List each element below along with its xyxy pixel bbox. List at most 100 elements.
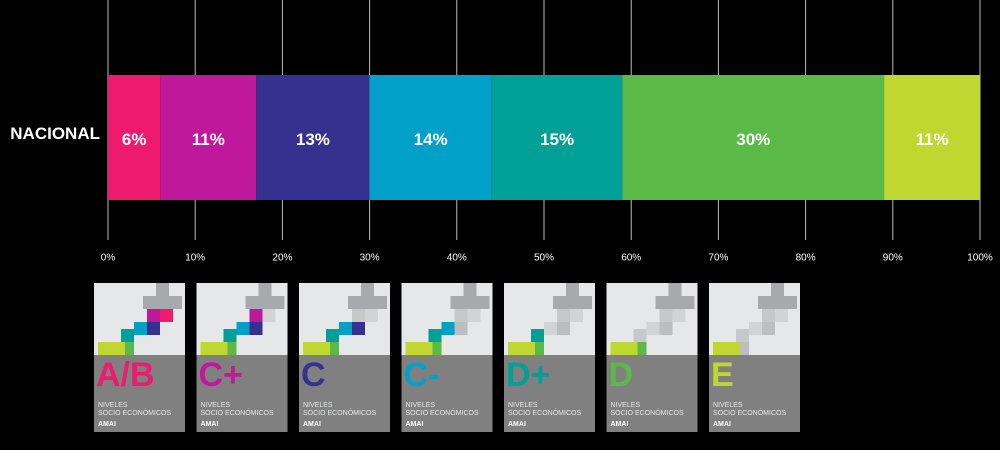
card-pixel bbox=[454, 309, 468, 322]
card-pixel bbox=[365, 309, 378, 322]
card-pixel bbox=[570, 309, 583, 322]
card-pixel bbox=[249, 322, 263, 335]
card-text: NIVELES bbox=[508, 402, 538, 409]
card-pixel bbox=[659, 309, 673, 322]
card-pixel bbox=[463, 296, 477, 309]
card-pixel bbox=[508, 342, 535, 355]
card-text: AMAI bbox=[303, 421, 321, 428]
bar-segment bbox=[884, 75, 980, 200]
card-text: SOCIO ECONÓMICOS bbox=[303, 408, 376, 417]
card-pixel bbox=[557, 322, 570, 335]
card-pixel bbox=[476, 296, 490, 309]
bar-segment bbox=[108, 75, 161, 200]
legend-label: C+ bbox=[199, 356, 243, 394]
x-tick-label: 90% bbox=[883, 253, 903, 264]
card-pixel bbox=[441, 322, 455, 335]
card-pixel bbox=[646, 322, 660, 335]
card-pixel bbox=[271, 296, 285, 309]
card-pixel bbox=[557, 309, 570, 322]
card-pixel bbox=[467, 309, 481, 322]
legend-label: C- bbox=[404, 356, 440, 394]
card-pixel bbox=[223, 329, 237, 342]
x-tick-label: 30% bbox=[360, 253, 380, 264]
card-pixel bbox=[361, 296, 374, 309]
card-pixel bbox=[668, 283, 682, 296]
category-label: NACIONAL bbox=[10, 124, 100, 143]
card-pixel bbox=[672, 309, 686, 322]
card-pixel bbox=[463, 283, 477, 296]
card-pixel bbox=[258, 283, 272, 296]
card-pixel bbox=[566, 283, 579, 296]
card-text: SOCIO ECONÓMICOS bbox=[201, 408, 274, 417]
card-text: SOCIO ECONÓMICOS bbox=[611, 408, 684, 417]
card-pixel bbox=[147, 309, 160, 322]
card-bottom bbox=[606, 355, 698, 432]
card-text: AMAI bbox=[713, 421, 731, 428]
card-bottom bbox=[401, 355, 493, 432]
card-pixel bbox=[713, 342, 740, 355]
card-pixel bbox=[374, 296, 387, 309]
card-pixel bbox=[758, 296, 771, 309]
card-pixel bbox=[655, 296, 669, 309]
card-pixel bbox=[249, 309, 263, 322]
card-text: SOCIO ECONÓMICOS bbox=[508, 408, 581, 417]
card-pixel bbox=[531, 329, 544, 342]
value-label: 30% bbox=[736, 130, 770, 149]
card-pixel bbox=[352, 309, 365, 322]
card-pixel bbox=[348, 296, 361, 309]
card-pixel bbox=[134, 322, 147, 335]
card-text: NIVELES bbox=[611, 402, 641, 409]
card-text: NIVELES bbox=[406, 402, 436, 409]
card-pixel bbox=[245, 296, 259, 309]
card-pixel bbox=[681, 296, 695, 309]
legend-label: C bbox=[301, 356, 326, 394]
card-pixel bbox=[762, 309, 775, 322]
x-tick-label: 10% bbox=[185, 253, 205, 264]
card-pixel bbox=[303, 342, 330, 355]
bar-segment bbox=[160, 75, 257, 200]
card-pixel bbox=[633, 329, 647, 342]
legend-label: E bbox=[711, 356, 734, 394]
card-pixel bbox=[566, 296, 579, 309]
card-pixel bbox=[200, 342, 228, 355]
card-pixel bbox=[361, 283, 374, 296]
card-pixel bbox=[668, 296, 682, 309]
x-tick-label: 0% bbox=[101, 253, 116, 264]
value-label: 11% bbox=[192, 130, 225, 149]
bar-segment bbox=[622, 75, 885, 200]
card-pixel bbox=[579, 296, 592, 309]
card-pixel bbox=[121, 329, 134, 342]
card-text: NIVELES bbox=[303, 402, 333, 409]
card-text: AMAI bbox=[508, 421, 526, 428]
value-label: 15% bbox=[540, 130, 574, 149]
card-pixel bbox=[454, 322, 468, 335]
card-pixel bbox=[160, 309, 173, 322]
card-text: AMAI bbox=[611, 421, 629, 428]
legend-label: D bbox=[609, 356, 634, 394]
card-pixel bbox=[147, 322, 160, 335]
card-pixel bbox=[771, 296, 784, 309]
card-pixel bbox=[143, 296, 156, 309]
bar-segment bbox=[256, 75, 370, 200]
card-bottom bbox=[504, 355, 595, 432]
value-label: 13% bbox=[296, 130, 330, 149]
card-text: SOCIO ECONÓMICOS bbox=[98, 408, 171, 417]
card-pixel bbox=[405, 342, 433, 355]
card-pixel bbox=[428, 329, 442, 342]
x-tick-label: 20% bbox=[272, 253, 292, 264]
card-pixel bbox=[749, 322, 762, 335]
card-pixel bbox=[156, 283, 169, 296]
x-tick-label: 70% bbox=[708, 253, 728, 264]
value-label: 6% bbox=[122, 130, 147, 149]
card-text: AMAI bbox=[98, 421, 116, 428]
card-text: NIVELES bbox=[98, 402, 128, 409]
card-pixel bbox=[775, 309, 788, 322]
card-text: NIVELES bbox=[201, 402, 231, 409]
card-text: AMAI bbox=[406, 421, 424, 428]
card-pixel bbox=[236, 322, 250, 335]
bar-segment bbox=[491, 75, 623, 200]
